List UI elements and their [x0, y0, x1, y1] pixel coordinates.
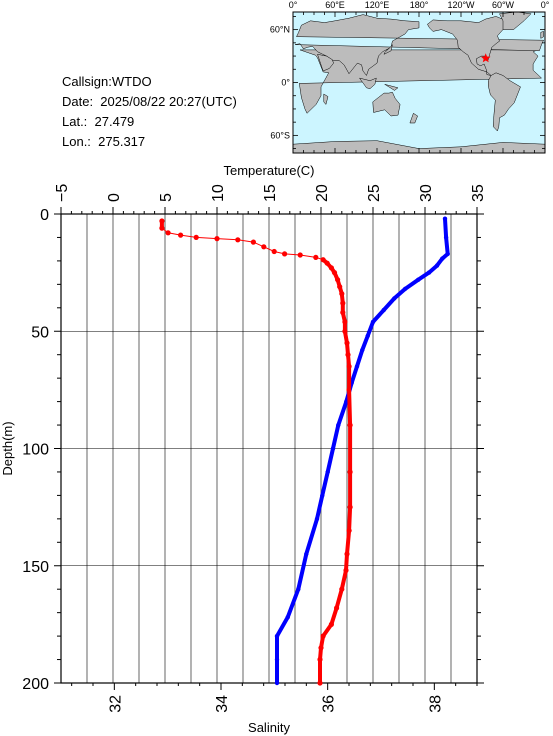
date-text: Date: 2025/08/22 20:27(UTC): [62, 94, 237, 109]
salinity-point: [360, 347, 365, 353]
temperature-tick-label: 20: [314, 184, 331, 202]
temperature-point: [178, 232, 184, 238]
temperature-tick-label: 5: [158, 193, 175, 202]
map-land-1: [295, 14, 544, 77]
map-lat-label: 60°S: [270, 130, 290, 140]
salinity-point: [285, 615, 290, 620]
temperature-point: [313, 254, 319, 260]
temperature-point: [297, 252, 303, 258]
salinity-point: [442, 216, 448, 221]
latitude-text: Lat.: 27.479: [62, 114, 135, 129]
salinity-point: [274, 680, 280, 686]
map-land-4: [358, 77, 377, 89]
temperature-point: [250, 239, 256, 245]
temperature-point: [235, 237, 241, 243]
salinity-point: [320, 493, 325, 498]
location-marker: [481, 53, 491, 63]
depth-axis-title: Depth(m): [0, 421, 15, 475]
temperature-tick-label: 10: [210, 184, 227, 202]
depth-tick-label: 150: [22, 559, 49, 576]
map-lon-label: 0°: [289, 0, 298, 10]
salinity-point: [440, 256, 445, 261]
map-lon-label: 120°E: [365, 0, 390, 10]
map-lon-label: 60°W: [492, 0, 515, 10]
salinity-point: [296, 587, 301, 592]
salinity-axis-title: Salinity: [248, 720, 290, 735]
salinity-point: [314, 516, 320, 522]
map-land-5: [384, 84, 399, 91]
salinity-point: [304, 551, 309, 557]
depth-tick-label: 200: [22, 676, 49, 693]
depth-tick-label: 0: [40, 207, 49, 224]
cast-info: Callsign:WTDO Date: 2025/08/22 20:27(UTC…: [62, 72, 237, 152]
salinity-point: [402, 286, 408, 292]
temperature-line: [161, 221, 351, 683]
temperature-point: [214, 236, 220, 242]
salinity-line: [275, 218, 450, 683]
map-lat-label: 0°: [281, 78, 290, 88]
map-land-13: [409, 112, 418, 124]
temperature-tick-label: 35: [470, 184, 487, 202]
location-map: 0° 60°E 120°E 180° 120°W 60°W 0° 60°N 0° 60°S: [270, 0, 550, 154]
salinity-point: [344, 399, 349, 404]
salinity-point: [336, 422, 341, 428]
salinity-point: [330, 446, 336, 451]
salinity-point: [325, 469, 330, 475]
salinity-tick-label: 32: [107, 695, 124, 713]
salinity-point: [381, 307, 386, 313]
salinity-point: [445, 251, 450, 257]
temperature-point: [271, 248, 277, 255]
depth-tick-label: 100: [22, 442, 49, 459]
temperature-point: [193, 234, 199, 240]
salinity-point: [392, 296, 397, 301]
salinity-point: [416, 277, 421, 282]
temperature-point: [165, 230, 171, 236]
salinity-tick-label: 36: [321, 695, 338, 713]
temperature-tick-label: 30: [418, 184, 435, 202]
salinity-point: [426, 270, 432, 275]
map-land-3: [372, 91, 401, 117]
salinity-point: [365, 333, 370, 339]
salinity-point: [443, 235, 449, 240]
temperature-point: [282, 251, 288, 257]
salinity-tick-label: 38: [427, 695, 444, 713]
callsign-text: Callsign:WTDO: [62, 74, 152, 89]
temperature-point: [261, 244, 267, 250]
temperature-line-dense: [318, 258, 353, 683]
temperature-tick-label: 15: [262, 184, 279, 202]
salinity-point: [274, 657, 280, 662]
map-land-7: [427, 16, 507, 76]
map-land-2: [317, 53, 334, 72]
map-lon-label: 120°W: [447, 0, 475, 10]
map-lon-label: 180°: [410, 0, 429, 10]
map-land-12: [323, 93, 329, 106]
map-lat-label: 60°N: [270, 25, 290, 35]
temperature-tick-label: −5: [54, 184, 71, 202]
depth-tick-label: 50: [31, 324, 49, 341]
temperature-axis-title: Temperature(C): [223, 163, 314, 178]
temperature-tick-label: 0: [106, 193, 123, 202]
map-lon-label: 0°: [541, 0, 550, 10]
map-land-9: [488, 72, 521, 132]
map-land-11: [540, 31, 544, 39]
salinity-point: [370, 319, 376, 325]
salinity-point: [434, 263, 440, 268]
salinity-point: [274, 633, 280, 639]
map-lon-label: 60°E: [325, 0, 345, 10]
salinity-point: [354, 364, 360, 369]
map-land-6: [383, 44, 393, 55]
longitude-text: Lon.: 275.317: [62, 134, 146, 149]
temperature-tick-label: 25: [366, 184, 383, 202]
salinity-tick-label: 34: [214, 695, 231, 713]
